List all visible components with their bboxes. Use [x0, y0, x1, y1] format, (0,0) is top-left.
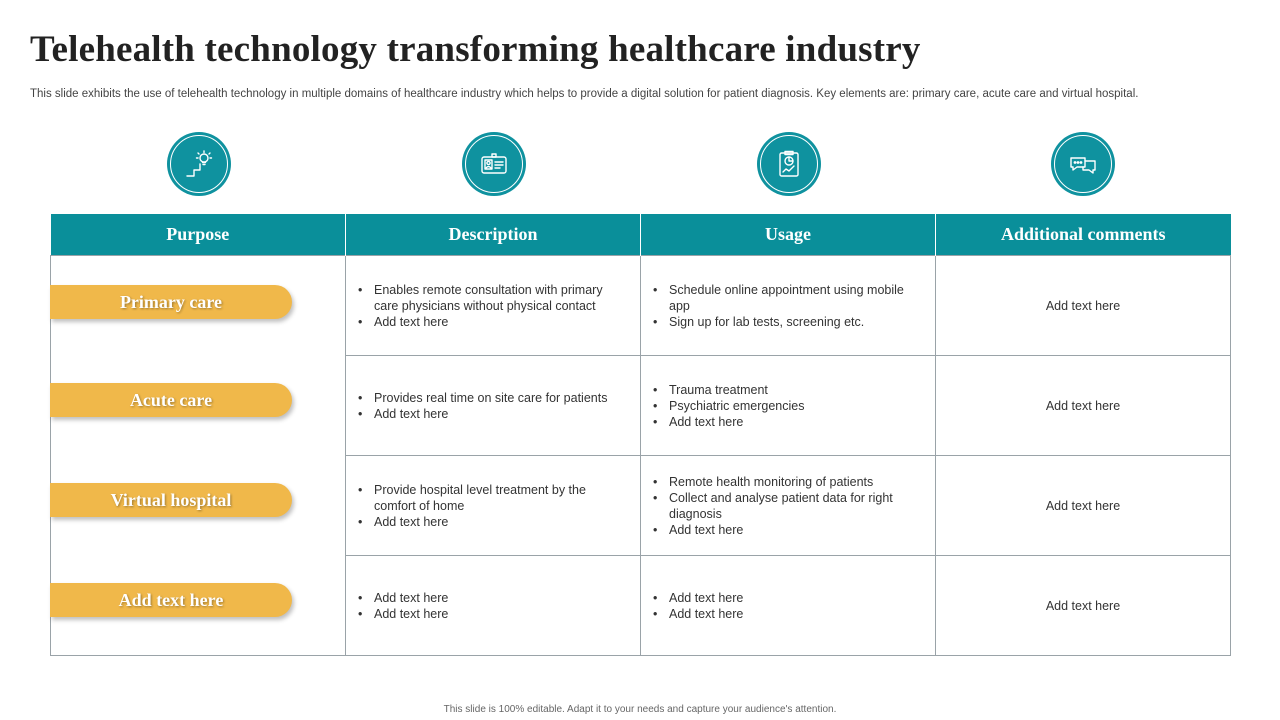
comment-cell: Add text here: [935, 255, 1231, 356]
chat-bubbles-icon: [1051, 132, 1115, 196]
list-item: Add text here: [358, 590, 628, 606]
purpose-pill-add-text: Add text here: [50, 583, 292, 617]
list-item: Remote health monitoring of patients: [653, 474, 923, 490]
clipboard-chart-icon: [757, 132, 821, 196]
description-cell: Add text here Add text here: [345, 555, 641, 656]
list-item: Add text here: [653, 414, 923, 430]
list-item: Add text here: [653, 590, 923, 606]
page-subtitle: This slide exhibits the use of telehealt…: [30, 88, 1139, 100]
description-cell: Provide hospital level treatment by the …: [345, 455, 641, 556]
comment-cell: Add text here: [935, 355, 1231, 456]
purpose-pill-acute-care: Acute care: [50, 383, 292, 417]
table-row: Provides real time on site care for pati…: [50, 355, 1231, 456]
slide-footer: This slide is 100% editable. Adapt it to…: [443, 704, 837, 715]
table-header-row: Purpose Description Usage Additional com…: [50, 214, 1231, 256]
description-cell: Provides real time on site care for pati…: [345, 355, 641, 456]
list-item: Sign up for lab tests, screening etc.: [653, 314, 923, 330]
table-row: Provide hospital level treatment by the …: [50, 455, 1231, 556]
usage-cell: Trauma treatment Psychiatric emergencies…: [640, 355, 936, 456]
column-header-usage: Usage: [640, 214, 936, 256]
column-header-additional-comments: Additional comments: [935, 214, 1231, 256]
description-cell: Enables remote consultation with primary…: [345, 255, 641, 356]
telehealth-table: Purpose Description Usage Additional com…: [50, 214, 1231, 656]
list-item: Enables remote consultation with primary…: [358, 282, 628, 314]
id-card-icon: [462, 132, 526, 196]
comment-cell: Add text here: [935, 555, 1231, 656]
purpose-pill-primary-care: Primary care: [50, 285, 292, 319]
list-item: Add text here: [358, 606, 628, 622]
list-item: Collect and analyse patient data for rig…: [653, 490, 923, 522]
list-item: Add text here: [358, 406, 628, 422]
list-item: Add text here: [653, 606, 923, 622]
purpose-pill-virtual-hospital: Virtual hospital: [50, 483, 292, 517]
column-header-description: Description: [345, 214, 641, 256]
column-header-purpose: Purpose: [50, 214, 346, 256]
list-item: Schedule online appointment using mobile…: [653, 282, 923, 314]
usage-cell: Add text here Add text here: [640, 555, 936, 656]
list-item: Add text here: [358, 314, 628, 330]
list-item: Add text here: [653, 522, 923, 538]
table-row: Enables remote consultation with primary…: [50, 255, 1231, 356]
usage-cell: Schedule online appointment using mobile…: [640, 255, 936, 356]
list-item: Trauma treatment: [653, 382, 923, 398]
growth-lightbulb-icon: [167, 132, 231, 196]
comment-cell: Add text here: [935, 455, 1231, 556]
page-title: Telehealth technology transforming healt…: [30, 29, 921, 70]
usage-cell: Remote health monitoring of patients Col…: [640, 455, 936, 556]
list-item: Psychiatric emergencies: [653, 398, 923, 414]
list-item: Provide hospital level treatment by the …: [358, 482, 628, 514]
list-item: Provides real time on site care for pati…: [358, 390, 628, 406]
list-item: Add text here: [358, 514, 628, 530]
